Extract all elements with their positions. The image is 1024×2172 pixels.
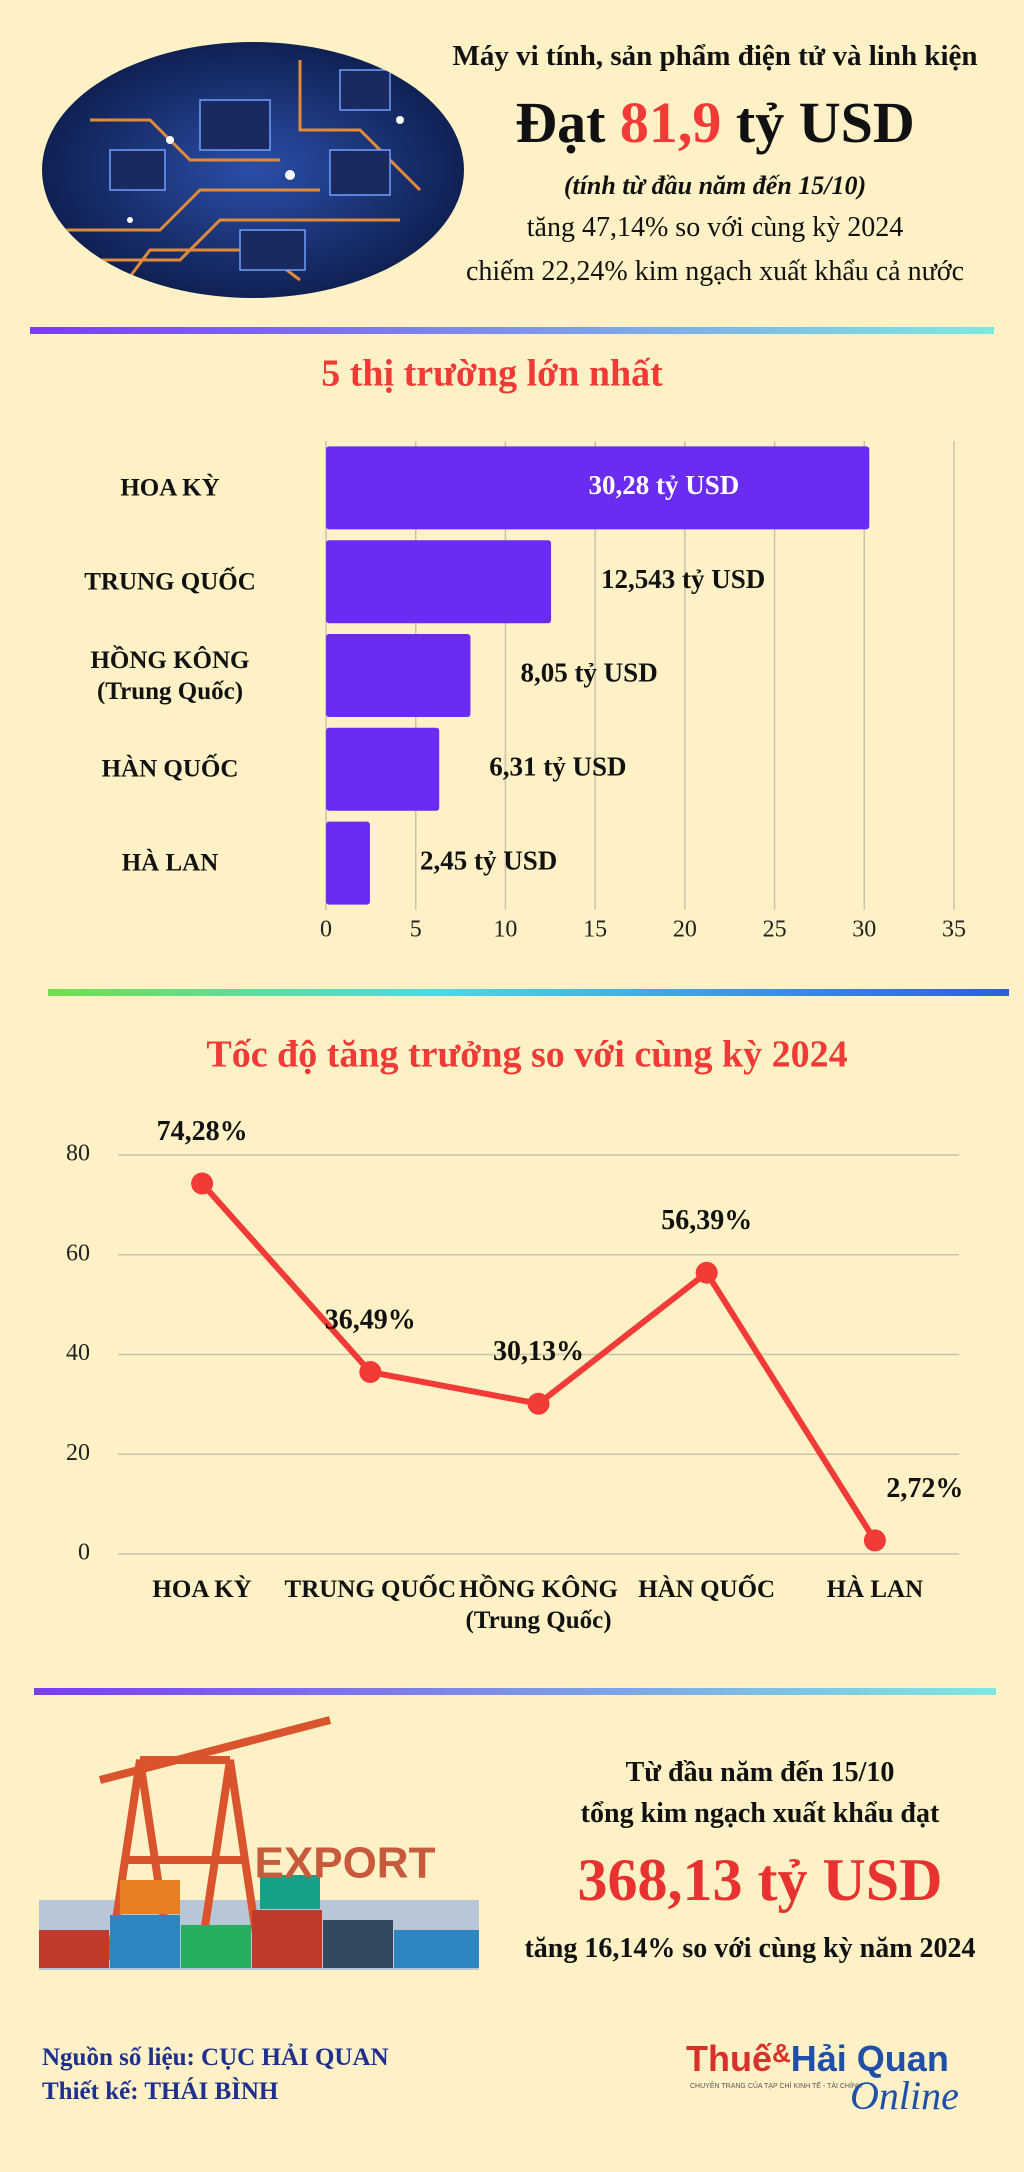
value-label: 6,31 tỷ USD xyxy=(489,752,626,782)
logo-part2: Hải Quan xyxy=(790,2038,949,2079)
x-tick-label: 5 xyxy=(410,917,422,943)
value-label: 8,05 tỷ USD xyxy=(520,658,657,688)
bar xyxy=(326,634,471,717)
bar xyxy=(326,446,870,530)
light xyxy=(166,136,174,144)
y-tick-label: TRUNG QUỐC xyxy=(84,568,256,596)
bar xyxy=(326,727,440,811)
header-growth: tăng 47,14% so với cùng kỳ 2024 xyxy=(526,212,904,243)
crane-boom xyxy=(98,1716,332,1784)
value-label: 12,543 tỷ USD xyxy=(601,564,765,594)
value-label: 74,28% xyxy=(157,1116,248,1147)
y-tick-label: HOA KỲ xyxy=(120,474,220,502)
trace xyxy=(50,188,320,232)
x-tick-label: 0 xyxy=(320,917,332,943)
header-image xyxy=(42,42,464,298)
header-share: chiếm 22,24% kim ngạch xuất khẩu cả nước xyxy=(465,256,965,287)
chip xyxy=(199,99,271,151)
point xyxy=(863,1529,886,1552)
point xyxy=(527,1392,550,1415)
headline-value: 81,9 xyxy=(619,90,722,155)
chip xyxy=(329,149,391,196)
container xyxy=(120,1880,180,1914)
divider xyxy=(34,1688,996,1695)
headline: Đạt 81,9 tỷ USD xyxy=(430,90,1000,156)
x-tick-label: 10 xyxy=(493,917,517,943)
x-tick-label: 20 xyxy=(673,917,697,943)
x-tick-label: 15 xyxy=(583,917,607,943)
containers xyxy=(39,1875,479,1968)
lights xyxy=(127,116,404,223)
header-period: (tính từ đầu năm đến 15/10) xyxy=(563,171,867,200)
value-label: 2,72% xyxy=(886,1473,963,1504)
logo: Thuế&Hải Quan xyxy=(686,2038,949,2080)
y-tick-label: HÀN QUỐC xyxy=(101,755,239,783)
light xyxy=(127,217,133,223)
value-label: 30,28 tỷ USD xyxy=(589,470,740,500)
x-tick-label: TRUNG QUỐC xyxy=(284,1576,457,1603)
container xyxy=(110,1915,180,1968)
value-label: 30,13% xyxy=(493,1336,584,1367)
headline-suffix: tỷ USD xyxy=(735,90,915,155)
x-tick-label: HỒNG KÔNG (Trung Quốc) xyxy=(458,1576,619,1634)
summary-total: 368,13 tỷ USD xyxy=(577,1847,943,1913)
logo-tagline: CHUYÊN TRANG CỦA TẠP CHÍ KINH TẾ - TÀI C… xyxy=(690,2083,863,2090)
value-label: 36,49% xyxy=(325,1304,416,1335)
y-tick-label: 40 xyxy=(66,1340,90,1366)
x-tick-label: HÀN QUỐC xyxy=(638,1576,776,1603)
summary-growth: tăng 16,14% so với cùng kỳ năm 2024 xyxy=(524,1933,976,1964)
y-tick-label: 60 xyxy=(66,1240,90,1266)
bar xyxy=(326,821,370,905)
point xyxy=(695,1261,718,1284)
point xyxy=(359,1361,382,1384)
headline-prefix: Đạt xyxy=(515,90,606,155)
trace xyxy=(60,218,400,262)
container xyxy=(39,1930,109,1968)
container xyxy=(394,1930,479,1968)
design-credit: Thiết kế: THÁI BÌNH xyxy=(42,2078,279,2105)
container xyxy=(181,1925,251,1968)
image-label: EXPORT xyxy=(255,1839,436,1888)
x-tick-label: HÀ LAN xyxy=(826,1576,924,1603)
export-image: EXPORT xyxy=(39,1716,479,1970)
container xyxy=(323,1920,393,1968)
summary-line1: Từ đầu năm đến 15/10 xyxy=(625,1757,895,1788)
logo-script: Online xyxy=(850,2073,959,2118)
light xyxy=(285,170,295,180)
x-tick-label: HOA KỲ xyxy=(152,1576,252,1603)
container xyxy=(252,1910,322,1968)
logo-amp: & xyxy=(772,2038,791,2068)
chart-title: Tốc độ tăng trưởng so với cùng kỳ 2024 xyxy=(206,1034,847,1076)
chip xyxy=(239,229,306,271)
source: Nguồn số liệu: CỤC HẢI QUAN xyxy=(42,2044,389,2071)
x-tick-label: 25 xyxy=(763,917,787,943)
x-tick-label: 30 xyxy=(852,917,876,943)
point xyxy=(191,1172,214,1195)
x-tick-label: 35 xyxy=(942,917,966,943)
y-tick-label: 80 xyxy=(66,1141,90,1167)
summary-line2: tổng kim ngạch xuất khẩu đạt xyxy=(580,1798,940,1829)
y-tick-label: 20 xyxy=(66,1440,90,1466)
header-subtitle: Máy vi tính, sản phẩm điện tử và linh ki… xyxy=(452,40,978,72)
chips xyxy=(109,69,391,271)
chart-title: 5 thị trường lớn nhất xyxy=(321,353,663,395)
chip xyxy=(339,69,391,111)
value-label: 2,45 tỷ USD xyxy=(420,845,557,875)
bar xyxy=(326,540,552,624)
light xyxy=(396,116,404,124)
chip xyxy=(109,149,166,191)
y-tick-label: HÀ LAN xyxy=(121,849,219,877)
divider xyxy=(30,327,994,334)
value-label: 56,39% xyxy=(661,1205,752,1236)
y-tick-label: 0 xyxy=(78,1540,90,1566)
y-tick-label: HỒNG KÔNG (Trung Quốc) xyxy=(90,646,250,705)
logo-part1: Thuế xyxy=(686,2038,772,2079)
container xyxy=(260,1875,320,1909)
divider xyxy=(48,989,1009,996)
